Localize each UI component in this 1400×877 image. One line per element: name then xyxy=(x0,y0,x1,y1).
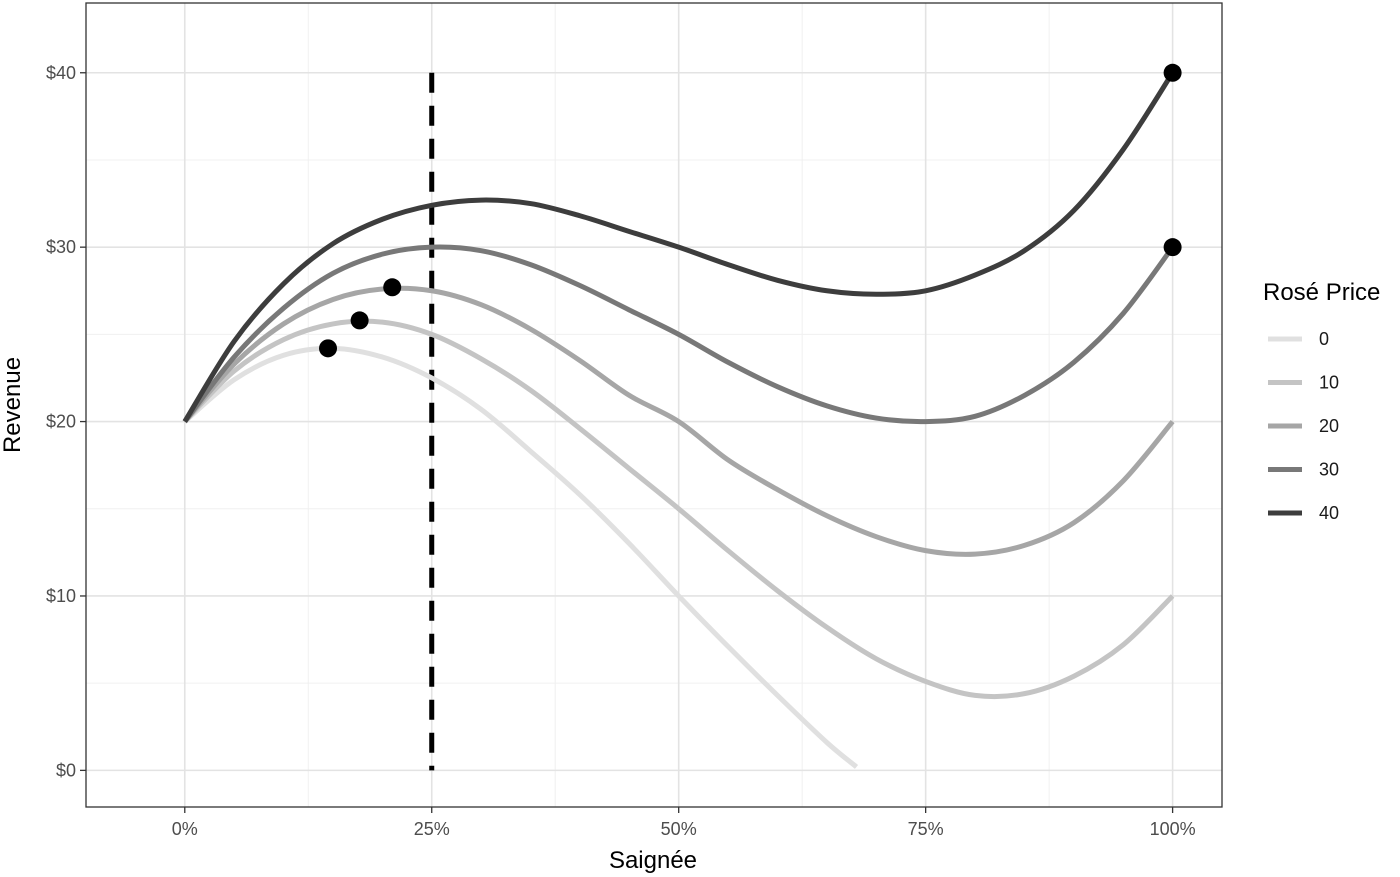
y-tick-label-1: $10 xyxy=(46,586,76,606)
series-lines xyxy=(182,71,1175,769)
series-line-40 xyxy=(182,71,1175,423)
y-tick-label-0: $0 xyxy=(56,760,76,780)
x-axis-title: Saignée xyxy=(609,847,697,874)
y-axis-title: Revenue xyxy=(0,357,26,453)
plot-border xyxy=(85,2,1223,808)
marker-point-4 xyxy=(1163,63,1182,82)
legend-label-0: 0 xyxy=(1319,329,1329,349)
legend: Rosé Price 0 10 20 30 40 xyxy=(1263,279,1380,523)
legend-label-40: 40 xyxy=(1319,503,1339,523)
legend-label-30: 30 xyxy=(1319,460,1339,480)
legend-title: Rosé Price xyxy=(1263,279,1380,306)
marker-point-2 xyxy=(383,278,402,297)
marker-point-3 xyxy=(1163,238,1182,257)
marker-point-1 xyxy=(350,311,369,330)
legend-items: 0 10 20 30 40 xyxy=(1268,329,1339,523)
series-line-0 xyxy=(183,345,859,769)
x-tick-label-0: 0% xyxy=(172,819,198,839)
marker-point-0 xyxy=(319,339,338,358)
x-tick-label-1: 25% xyxy=(414,819,450,839)
legend-label-10: 10 xyxy=(1319,373,1339,393)
y-tick-label-4: $40 xyxy=(46,63,76,83)
marker-points xyxy=(319,63,1182,358)
y-tick-label-3: $30 xyxy=(46,237,76,257)
x-tick-label-3: 75% xyxy=(908,819,944,839)
legend-label-20: 20 xyxy=(1319,416,1339,436)
series-line-10 xyxy=(182,318,1175,700)
y-tick-label-2: $20 xyxy=(46,412,76,432)
x-tick-label-4: 100% xyxy=(1150,819,1196,839)
plot-background xyxy=(86,3,1222,807)
series-line-30 xyxy=(182,244,1175,425)
series-line-20 xyxy=(182,285,1175,557)
y-axis-ticks: $0 $10 $20 $30 $40 xyxy=(46,63,86,780)
x-tick-label-2: 50% xyxy=(661,819,697,839)
x-axis-ticks: 0% 25% 50% 75% 100% xyxy=(172,807,1196,839)
